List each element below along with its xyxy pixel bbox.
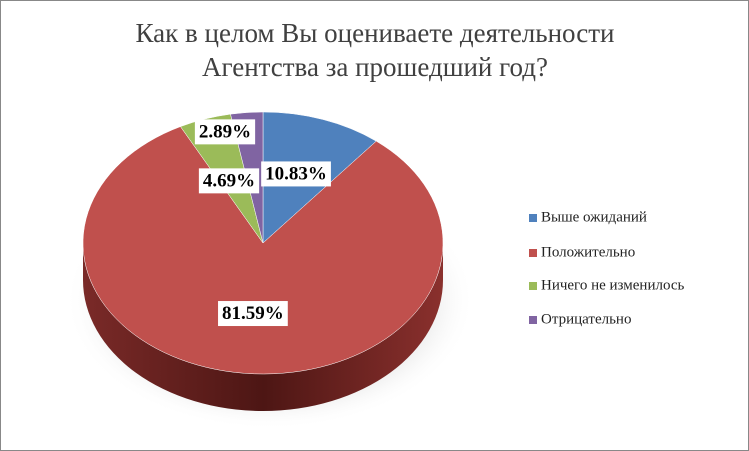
pie-slice [82,126,444,375]
data-label: 10.83% [265,163,327,184]
data-label: 2.89% [199,121,251,142]
data-label-box [198,168,260,194]
legend-label: Положительно [541,244,635,260]
legend-swatch [529,282,537,290]
legend-label: Отрицательно [541,311,631,327]
data-label: 81.59% [222,303,284,324]
data-label: 4.69% [203,170,255,191]
legend-label: Выше ожиданий [541,209,647,225]
legend-swatch [529,214,537,222]
chart-title: Как в целом Вы оцениваете деятельности А… [135,18,615,82]
legend-label: Ничего не изменилось [541,277,684,293]
pie-side [83,243,443,411]
data-label-box [218,301,288,327]
data-label-box [261,161,331,187]
legend-swatch [529,249,537,257]
data-label-box [194,119,256,145]
legend-swatch [529,316,537,324]
